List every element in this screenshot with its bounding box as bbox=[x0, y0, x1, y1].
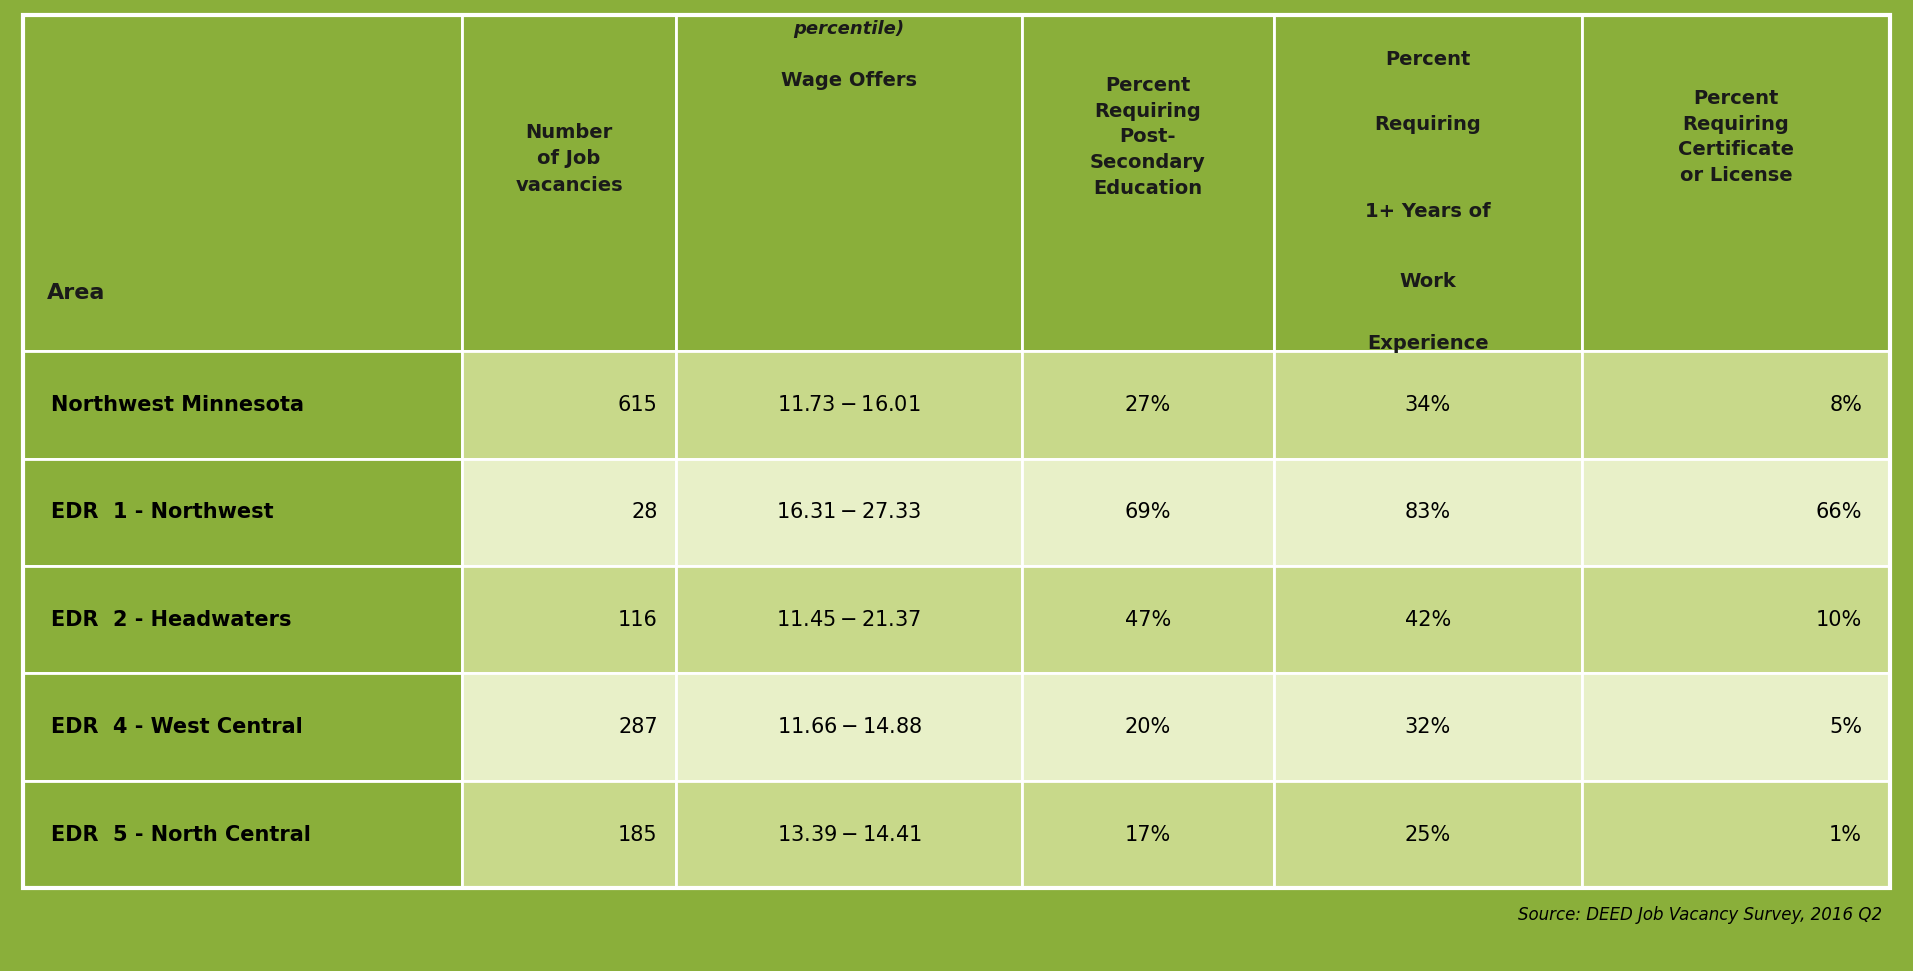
Bar bbox=[677, 781, 1022, 888]
Text: 1+ Years of: 1+ Years of bbox=[1366, 203, 1490, 221]
Bar bbox=[1582, 15, 1890, 351]
Text: 10%: 10% bbox=[1815, 610, 1861, 630]
Bar bbox=[23, 781, 461, 888]
Text: Percent
Requiring
Post-
Secondary
Education: Percent Requiring Post- Secondary Educat… bbox=[1090, 76, 1205, 198]
Text: Work: Work bbox=[1400, 272, 1456, 291]
Text: 17%: 17% bbox=[1125, 824, 1171, 845]
Bar bbox=[461, 15, 677, 351]
Text: Percent: Percent bbox=[1385, 50, 1471, 69]
Text: percentile): percentile) bbox=[794, 20, 905, 38]
Text: EDR  5 - North Central: EDR 5 - North Central bbox=[52, 824, 310, 845]
Bar bbox=[1582, 458, 1890, 566]
Text: 47%: 47% bbox=[1125, 610, 1171, 630]
Bar bbox=[461, 674, 677, 781]
Text: 1%: 1% bbox=[1829, 824, 1861, 845]
Text: 185: 185 bbox=[618, 824, 658, 845]
Text: 34%: 34% bbox=[1404, 395, 1452, 415]
Text: 66%: 66% bbox=[1815, 502, 1861, 522]
Text: EDR  2 - Headwaters: EDR 2 - Headwaters bbox=[52, 610, 291, 630]
Text: Area: Area bbox=[48, 283, 105, 303]
Bar bbox=[677, 458, 1022, 566]
Text: Experience: Experience bbox=[1368, 334, 1488, 352]
Text: $13.39 - $14.41: $13.39 - $14.41 bbox=[777, 824, 922, 845]
Bar bbox=[1582, 674, 1890, 781]
Bar bbox=[1274, 781, 1582, 888]
Text: $11.66 - $14.88: $11.66 - $14.88 bbox=[777, 718, 922, 737]
Bar bbox=[1274, 351, 1582, 458]
Text: 25%: 25% bbox=[1404, 824, 1452, 845]
Bar bbox=[1022, 674, 1274, 781]
Text: $16.31 - $27.33: $16.31 - $27.33 bbox=[777, 502, 922, 522]
Text: $11.73 - $16.01: $11.73 - $16.01 bbox=[777, 395, 920, 415]
Text: 116: 116 bbox=[618, 610, 658, 630]
Bar bbox=[23, 458, 461, 566]
Text: 32%: 32% bbox=[1404, 718, 1452, 737]
Bar bbox=[461, 351, 677, 458]
Bar bbox=[1274, 458, 1582, 566]
Bar bbox=[1022, 351, 1274, 458]
Bar bbox=[677, 351, 1022, 458]
Text: Source: DEED Job Vacancy Survey, 2016 Q2: Source: DEED Job Vacancy Survey, 2016 Q2 bbox=[1519, 906, 1882, 924]
Bar bbox=[461, 781, 677, 888]
Bar bbox=[677, 15, 1022, 351]
Bar bbox=[1022, 566, 1274, 674]
Text: Northwest Minnesota: Northwest Minnesota bbox=[52, 395, 304, 415]
Bar bbox=[1022, 458, 1274, 566]
Bar bbox=[461, 458, 677, 566]
Text: EDR  4 - West Central: EDR 4 - West Central bbox=[52, 718, 302, 737]
Bar bbox=[1582, 351, 1890, 458]
Text: Percent
Requiring
Certificate
or License: Percent Requiring Certificate or License bbox=[1678, 88, 1794, 185]
Text: 83%: 83% bbox=[1404, 502, 1450, 522]
Bar bbox=[23, 566, 461, 674]
Bar bbox=[1274, 15, 1582, 351]
Text: Wage Offers: Wage Offers bbox=[781, 71, 916, 89]
Bar bbox=[677, 674, 1022, 781]
Bar bbox=[23, 674, 461, 781]
Text: Requiring: Requiring bbox=[1375, 116, 1481, 134]
Text: EDR  1 - Northwest: EDR 1 - Northwest bbox=[52, 502, 274, 522]
Bar bbox=[1582, 781, 1890, 888]
Bar bbox=[1274, 674, 1582, 781]
Text: Number
of Job
vacancies: Number of Job vacancies bbox=[515, 122, 624, 195]
Bar bbox=[1274, 566, 1582, 674]
Bar bbox=[1022, 781, 1274, 888]
Text: $11.45 - $21.37: $11.45 - $21.37 bbox=[777, 610, 922, 630]
Bar bbox=[677, 566, 1022, 674]
Text: 5%: 5% bbox=[1829, 718, 1861, 737]
Text: 27%: 27% bbox=[1125, 395, 1171, 415]
Text: 615: 615 bbox=[618, 395, 658, 415]
Text: 42%: 42% bbox=[1404, 610, 1452, 630]
Text: 8%: 8% bbox=[1829, 395, 1861, 415]
Bar bbox=[1022, 15, 1274, 351]
Bar bbox=[1582, 566, 1890, 674]
Text: 69%: 69% bbox=[1125, 502, 1171, 522]
Bar bbox=[23, 15, 461, 351]
Text: 20%: 20% bbox=[1125, 718, 1171, 737]
Text: 28: 28 bbox=[631, 502, 658, 522]
Text: 287: 287 bbox=[618, 718, 658, 737]
Bar bbox=[461, 566, 677, 674]
Bar bbox=[23, 351, 461, 458]
